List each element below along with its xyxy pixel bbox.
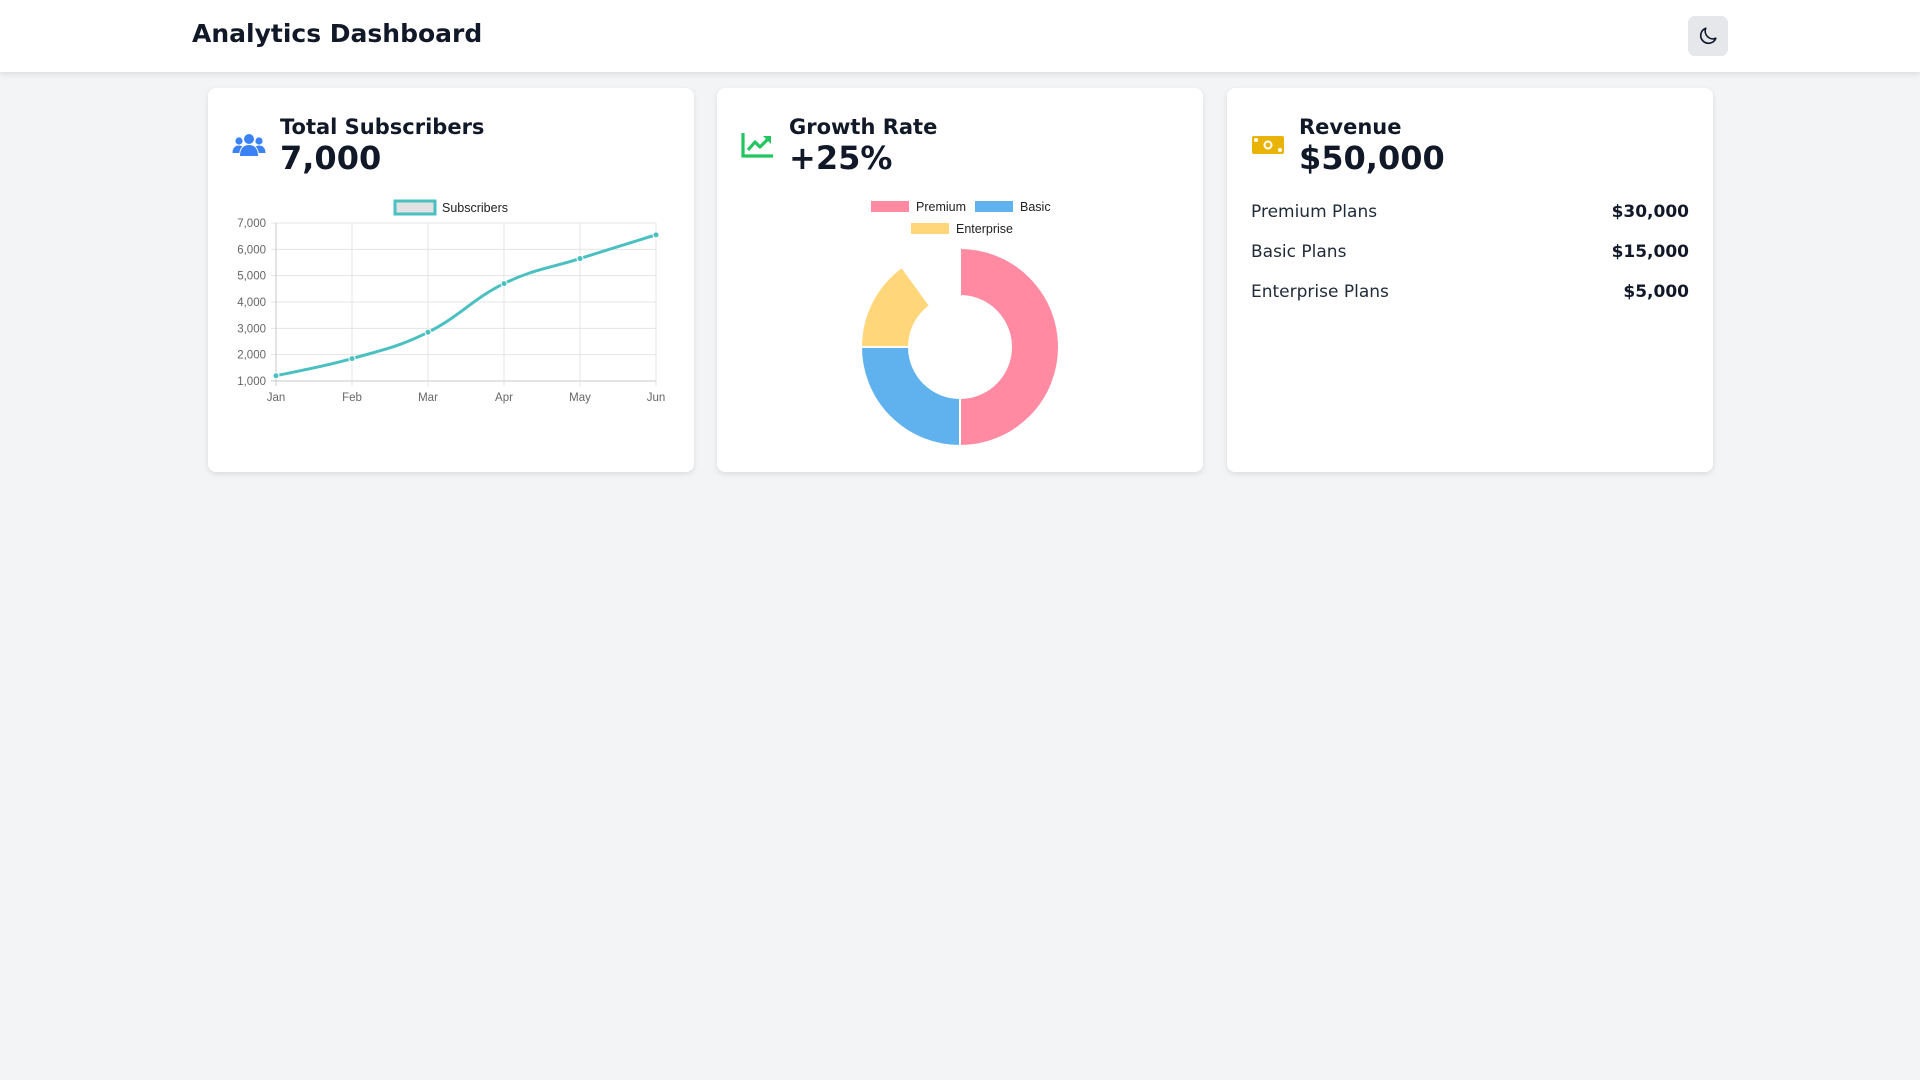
- revenue-breakdown-list: Premium Plans $30,000 Basic Plans $15,00…: [1251, 192, 1689, 312]
- x-tick-label: Feb: [342, 392, 362, 404]
- data-point: [272, 372, 280, 380]
- x-tick-label: Mar: [418, 392, 438, 404]
- trend-up-icon: [741, 128, 775, 162]
- plan-name: Premium Plans: [1251, 202, 1378, 222]
- legend-swatch: [871, 201, 909, 212]
- plan-amount: $15,000: [1611, 242, 1689, 262]
- legend-label: Subscribers: [442, 201, 508, 215]
- legend-swatch: [975, 201, 1013, 212]
- x-tick-label: Jun: [647, 392, 666, 404]
- doughnut-slice: [859, 346, 961, 448]
- series-line: [275, 233, 657, 378]
- data-point: [424, 328, 432, 336]
- data-point: [652, 231, 660, 239]
- money-bill-icon: [1251, 128, 1285, 162]
- data-point: [500, 280, 508, 288]
- y-tick-label: 1,000: [237, 376, 266, 388]
- list-item: Enterprise Plans $5,000: [1251, 272, 1689, 312]
- revenue-card: Revenue $50,000 Premium Plans $30,000 Ba…: [1227, 88, 1713, 472]
- growth-label: Growth Rate: [789, 115, 938, 139]
- legend-label: Basic: [1020, 200, 1051, 214]
- legend-swatch: [911, 223, 949, 234]
- x-tick-label: Apr: [495, 392, 513, 404]
- data-point: [576, 255, 584, 263]
- top-bar: Analytics Dashboard: [0, 0, 1920, 72]
- doughnut-slice: [859, 265, 932, 348]
- y-tick-label: 4,000: [237, 297, 266, 309]
- list-item: Basic Plans $15,000: [1251, 232, 1689, 272]
- legend-swatch: [393, 199, 437, 216]
- moon-icon: [1699, 27, 1717, 45]
- data-point: [348, 355, 356, 363]
- y-tick-label: 2,000: [237, 350, 266, 362]
- theme-toggle-button[interactable]: [1688, 16, 1728, 56]
- doughnut-slice: [959, 246, 1060, 448]
- plan-amount: $5,000: [1623, 282, 1689, 302]
- growth-card: Growth Rate +25% Premium Basic Enterprise: [717, 88, 1203, 472]
- plan-amount: $30,000: [1611, 202, 1689, 222]
- subscribers-line-chart: 1,000 2,000 3,000 4,000 5,000 6,000 7,000 Jan Fe…: [237, 199, 666, 404]
- x-tick-label: Jan: [267, 392, 286, 404]
- plan-name: Basic Plans: [1251, 242, 1347, 262]
- growth-value: +25%: [789, 139, 893, 177]
- revenue-label: Revenue: [1299, 115, 1402, 139]
- y-tick-label: 6,000: [237, 244, 266, 256]
- y-tick-label: 3,000: [237, 323, 266, 335]
- plan-name: Enterprise Plans: [1251, 282, 1389, 302]
- subscribers-card: Total Subscribers 7,000 1,000 2,000 3,000 4…: [208, 88, 694, 472]
- y-tick-label: 5,000: [237, 271, 266, 283]
- revenue-value: $50,000: [1299, 139, 1445, 177]
- app-title: Analytics Dashboard: [192, 19, 483, 48]
- plan-doughnut-chart: Premium Basic Enterprise: [859, 200, 1060, 448]
- legend-label: Premium: [916, 200, 966, 214]
- subscribers-value: 7,000: [280, 139, 382, 177]
- subscribers-label: Total Subscribers: [280, 115, 485, 139]
- x-tick-label: May: [569, 392, 591, 404]
- users-icon: [232, 128, 266, 162]
- legend-label: Enterprise: [956, 222, 1013, 236]
- list-item: Premium Plans $30,000: [1251, 192, 1689, 232]
- y-tick-label: 7,000: [237, 218, 266, 230]
